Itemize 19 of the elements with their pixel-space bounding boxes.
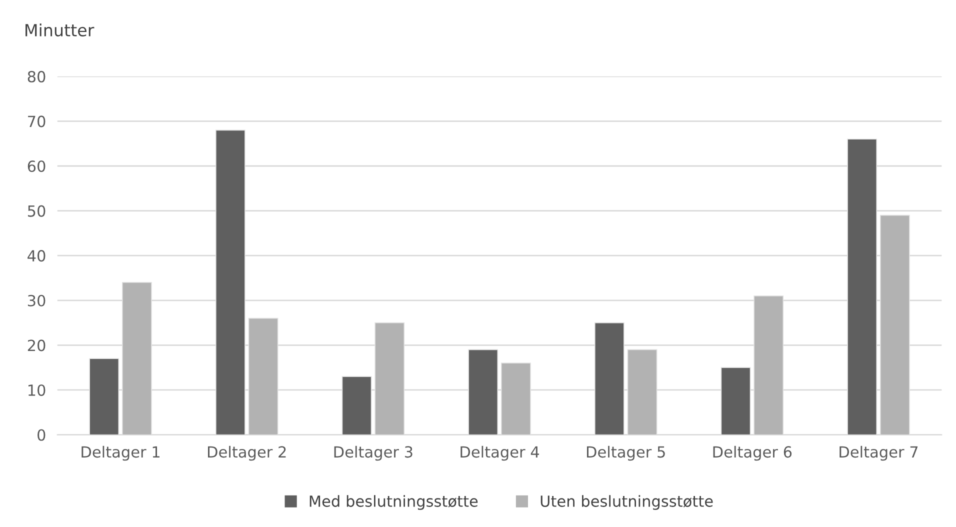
x-tick-label: Deltager 4 — [460, 446, 540, 461]
x-tick-label: Deltager 1 — [82, 446, 160, 461]
y-tick-label: 80 — [28, 70, 46, 82]
x-tick-label: Deltager 7 — [840, 446, 918, 461]
x-tick-label: Deltager 5 — [586, 446, 665, 461]
legend-label: Uten beslutningsstøtte — [540, 495, 713, 510]
y-tick-label: 40 — [28, 250, 46, 262]
x-tick-label: Deltager 3 — [334, 446, 412, 461]
legend-label: Med beslutningsstøtte — [310, 495, 478, 510]
y-tick-label: 60 — [28, 160, 46, 172]
y-axis-title: Minutter — [26, 24, 94, 36]
y-tick-label: 30 — [28, 294, 46, 306]
x-tick-label: Deltager 6 — [713, 446, 792, 461]
y-tick-label: 10 — [28, 384, 46, 396]
y-tick-label: 20 — [28, 340, 46, 352]
y-tick-label: 0 — [38, 429, 46, 441]
y-tick-label: 50 — [28, 205, 46, 217]
y-tick-label: 70 — [28, 116, 46, 128]
x-tick-label: Deltager 2 — [208, 446, 286, 461]
